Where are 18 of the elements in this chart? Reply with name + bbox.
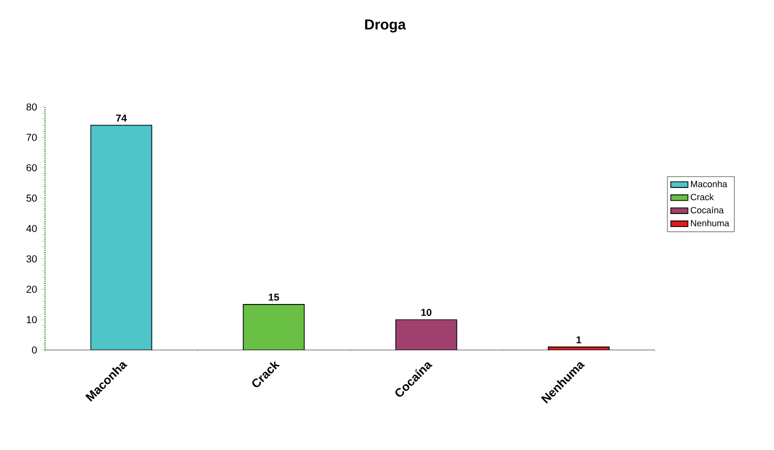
data-label: 1 — [576, 336, 582, 344]
y-tick-label: 70 — [26, 134, 37, 141]
y-tick-label: 40 — [26, 224, 37, 232]
y-tick-label: 0 — [32, 346, 37, 354]
y-tick-label: 20 — [26, 286, 37, 293]
y-tick-label: 80 — [26, 103, 37, 111]
y-tick-label: 30 — [26, 255, 37, 262]
legend-label: Crack — [690, 194, 714, 200]
legend-label: Nenhuma — [691, 220, 730, 226]
y-tick-label: 50 — [26, 194, 37, 202]
data-label: 10 — [421, 308, 432, 316]
y-tick-label: 60 — [26, 164, 37, 172]
y-tick-label: 10 — [26, 316, 37, 324]
data-label: 74 — [116, 114, 127, 122]
data-label: 15 — [268, 294, 280, 301]
legend-label: Maconha — [691, 180, 728, 188]
chart-title: Droga — [365, 20, 406, 32]
legend-label: Cocaína — [690, 206, 724, 214]
